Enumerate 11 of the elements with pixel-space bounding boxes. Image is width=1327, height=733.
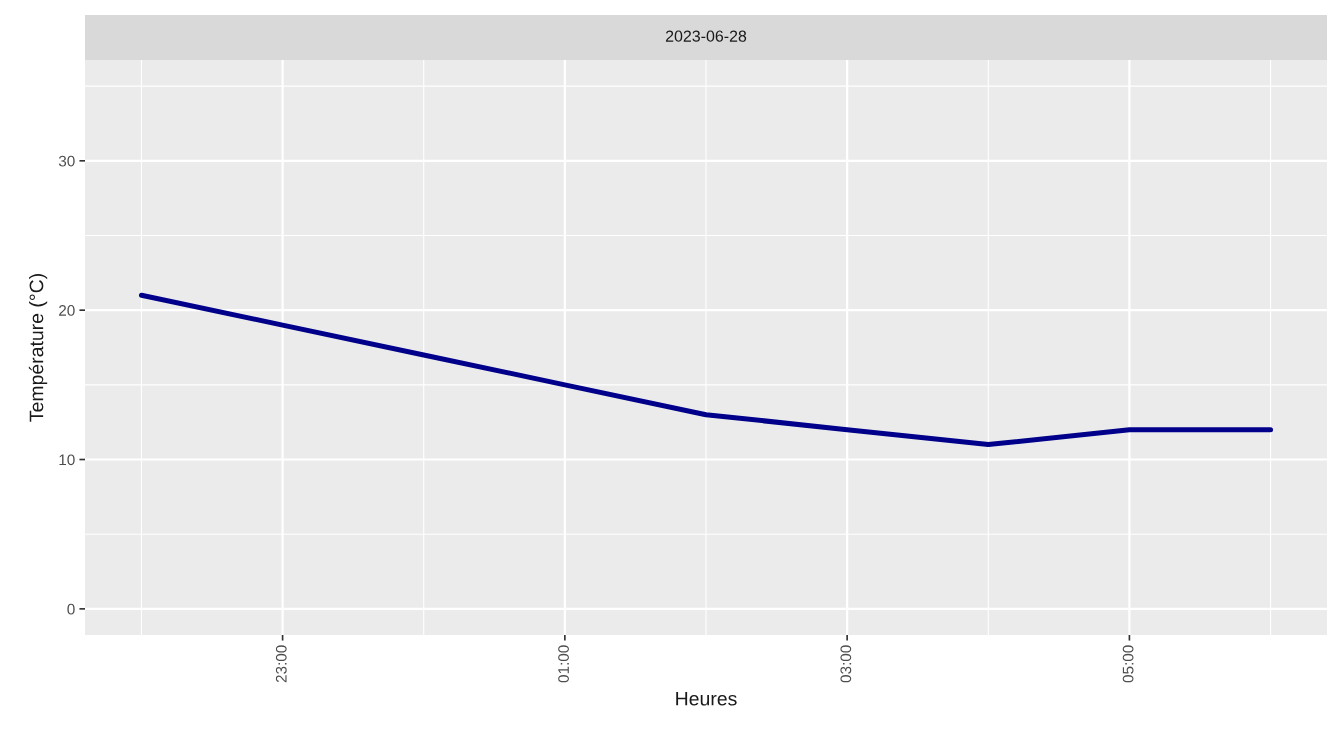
chart-title: 2023-06-28 (665, 30, 747, 42)
y-tick-label: 10 (59, 454, 75, 466)
x-tick-label: 05:00 (1122, 645, 1134, 683)
y-axis-title: Température (°C) (28, 274, 48, 422)
x-tick-label: 23:00 (275, 645, 287, 683)
y-tick-label: 20 (59, 305, 75, 316)
x-axis-title: Heures (676, 692, 737, 706)
x-tick-label: 03:00 (840, 645, 852, 683)
x-tick-label: 01:00 (558, 645, 569, 683)
y-tick-label: 30 (58, 155, 75, 167)
y-tick-label: 0 (67, 603, 75, 615)
